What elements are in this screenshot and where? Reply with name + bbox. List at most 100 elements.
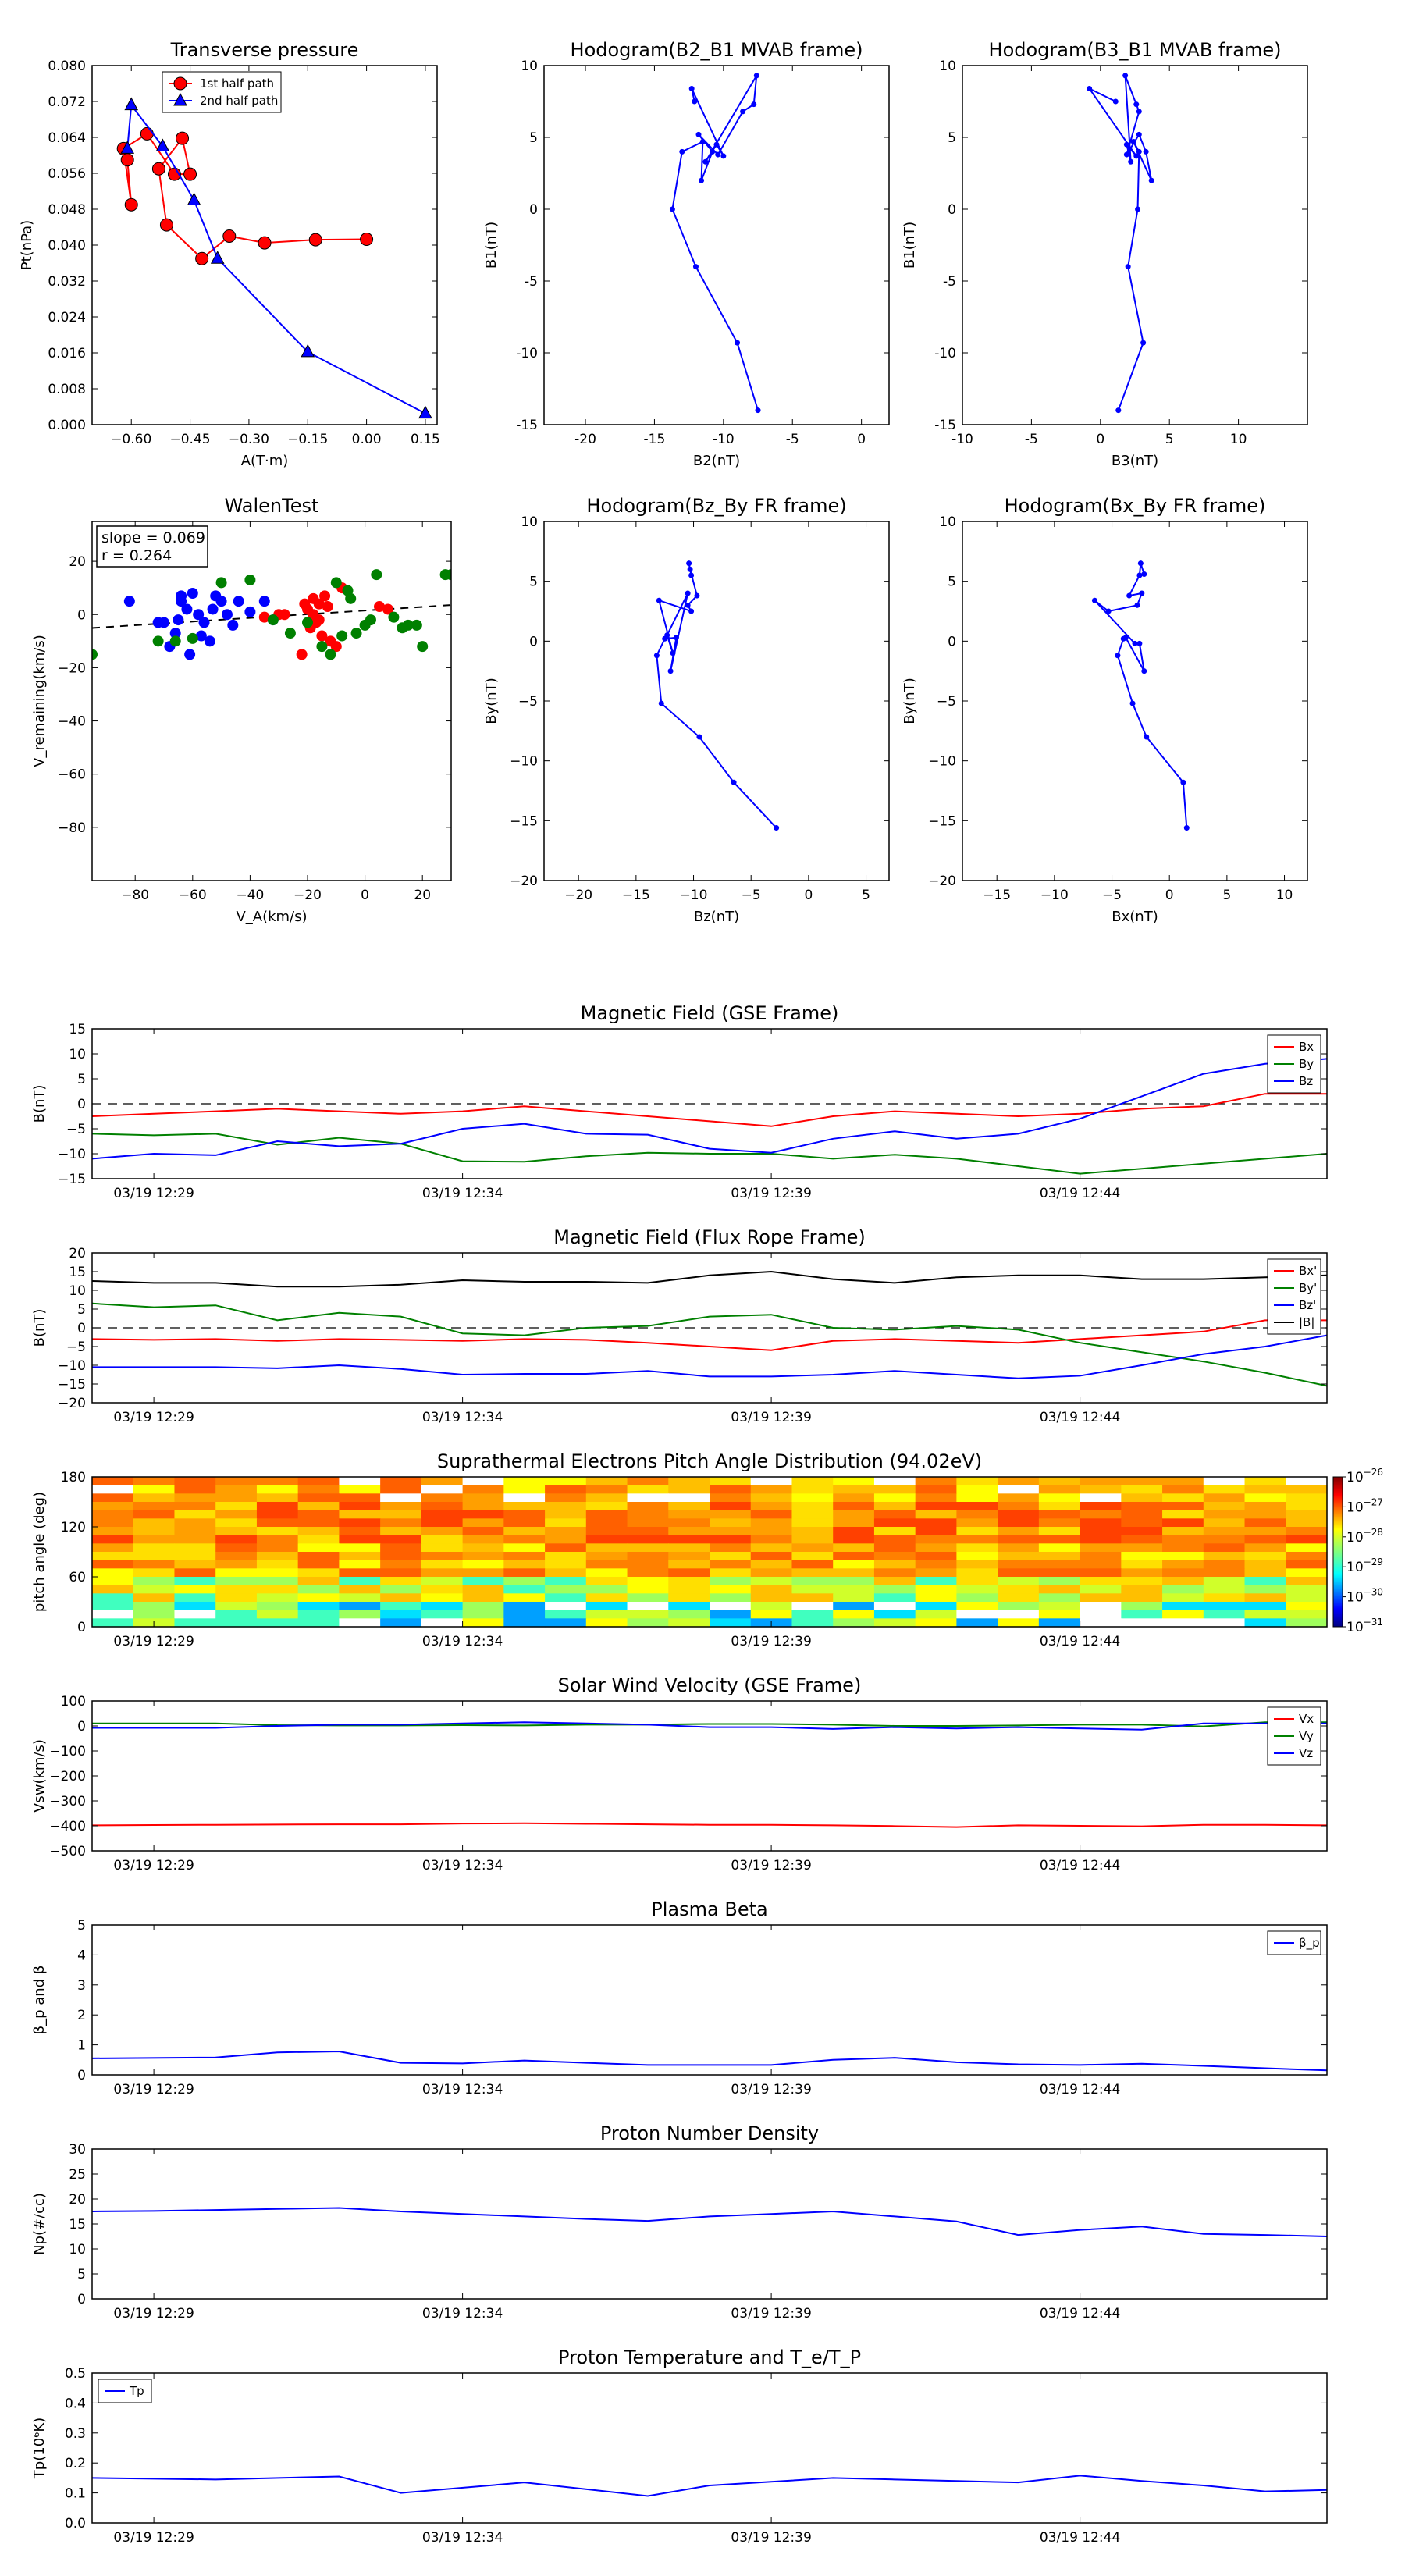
x-axis-label: Bx(nT) — [1112, 909, 1158, 925]
heatmap-cell — [668, 1602, 710, 1611]
data-point — [140, 126, 154, 141]
heatmap-cell — [380, 1518, 422, 1528]
heatmap-cell — [585, 1552, 628, 1561]
y-tick-label: −5 — [518, 694, 538, 710]
colorbar-base: 10 — [1346, 1530, 1364, 1546]
heatmap-cell — [545, 1518, 587, 1528]
heatmap-cell — [1244, 1560, 1286, 1569]
heatmap-cell — [873, 1543, 916, 1553]
axes-frame — [543, 65, 890, 425]
y-tick-label: −15 — [510, 813, 538, 829]
y-tick-label: 15 — [69, 1265, 86, 1280]
x-tick-label: −15 — [983, 888, 1011, 903]
heatmap-cell — [873, 1502, 916, 1511]
heatmap-cell — [1038, 1618, 1081, 1628]
heatmap-cell — [585, 1535, 628, 1544]
colorbar-exponent: −28 — [1364, 1527, 1383, 1538]
heatmap-cell — [545, 1618, 587, 1628]
heatmap-cell — [1038, 1593, 1081, 1603]
heatmap-cell — [1203, 1560, 1246, 1569]
heatmap-cell — [462, 1535, 504, 1544]
heatmap-cell — [750, 1485, 793, 1494]
heatmap-cell — [1080, 1477, 1122, 1486]
x-tick-label: 03/19 12:39 — [731, 1634, 811, 1649]
heatmap-cell — [915, 1618, 957, 1628]
heatmap-cell — [297, 1510, 340, 1519]
heatmap-cell — [791, 1502, 834, 1511]
heatmap-cell — [339, 1618, 381, 1628]
heatmap-cell — [585, 1510, 628, 1519]
x-tick-label: 5 — [862, 888, 870, 903]
y-tick-label: 10 — [69, 1283, 86, 1299]
plot-area — [92, 2051, 1327, 2072]
heatmap-cell — [503, 1577, 546, 1586]
heatmap-cell — [421, 1543, 464, 1553]
heatmap-cell — [1038, 1602, 1081, 1611]
y-tick-label: 25 — [69, 2167, 86, 2183]
heatmap-cell — [1121, 1593, 1163, 1603]
data-point — [1140, 340, 1147, 346]
y-tick-label: 100 — [61, 1694, 86, 1710]
axes-frame — [543, 521, 890, 881]
heatmap-cell — [791, 1552, 834, 1561]
heatmap-cell — [1162, 1602, 1204, 1611]
heatmap-cell — [1038, 1493, 1081, 1503]
data-point — [176, 590, 187, 602]
heatmap-cell — [503, 1560, 546, 1569]
heatmap-cell — [1286, 1493, 1328, 1503]
heatmap-cell — [92, 1560, 134, 1569]
y-tick-label: 5 — [529, 575, 538, 590]
y-tick-label: 0.1 — [65, 2486, 86, 2502]
data-point — [688, 85, 695, 91]
y-tick-label: 0.056 — [48, 166, 86, 182]
heatmap-cell — [750, 1585, 793, 1594]
data-point — [1130, 139, 1136, 145]
y-tick-label: -15 — [516, 418, 538, 433]
data-point — [92, 649, 98, 660]
heatmap-cell — [133, 1593, 176, 1603]
heatmap-cell — [503, 1610, 546, 1619]
heatmap-cell — [956, 1552, 998, 1561]
series-line — [92, 1334, 1327, 1379]
x-tick-label: 03/19 12:39 — [731, 1186, 811, 1201]
heatmap-cell — [380, 1502, 422, 1511]
series-line — [92, 1302, 1327, 1387]
heatmap-cell — [256, 1560, 299, 1569]
x-tick-label: 0.00 — [352, 432, 382, 447]
heatmap-cell — [545, 1477, 587, 1486]
heatmap-cell — [462, 1543, 504, 1553]
plot-area — [92, 2475, 1327, 2497]
heatmap-cell — [545, 1535, 587, 1544]
heatmap-cell — [998, 1502, 1040, 1511]
heatmap-cell — [380, 1585, 422, 1594]
data-point — [1139, 590, 1145, 596]
heatmap-cell — [1121, 1527, 1163, 1536]
heatmap-cell — [297, 1485, 340, 1494]
x-tick-label: −80 — [121, 888, 149, 903]
plot-area — [92, 569, 451, 660]
heatmap-cell — [215, 1518, 258, 1528]
x-tick-label: -20 — [574, 432, 596, 447]
data-point — [1122, 635, 1129, 641]
heatmap-cell — [750, 1535, 793, 1544]
legend-label: 1st half path — [200, 76, 274, 91]
heatmap-cell — [750, 1510, 793, 1519]
heatmap-cell — [503, 1510, 546, 1519]
heatmap-cell — [545, 1560, 587, 1569]
heatmap-cell — [585, 1485, 628, 1494]
heatmap-cell — [710, 1560, 752, 1569]
heatmap-cell — [256, 1477, 299, 1486]
heatmap-cell — [668, 1593, 710, 1603]
y-tick-label: 120 — [61, 1520, 86, 1535]
heatmap-cell — [215, 1527, 258, 1536]
chart-beta: Plasma Beta 0 1 2 3 4 5 03/19 12:29 03/19 12:34 0… — [31, 1898, 1328, 2097]
y-tick-label: −60 — [58, 767, 86, 783]
heatmap-cell — [750, 1560, 793, 1569]
heatmap-cell — [1286, 1602, 1328, 1611]
data-point — [1126, 592, 1133, 599]
heatmap-cell — [462, 1602, 504, 1611]
legend-label: Vz — [1299, 1746, 1313, 1760]
heatmap-cell — [421, 1610, 464, 1619]
heatmap-cell — [297, 1527, 340, 1536]
data-point — [301, 343, 315, 358]
